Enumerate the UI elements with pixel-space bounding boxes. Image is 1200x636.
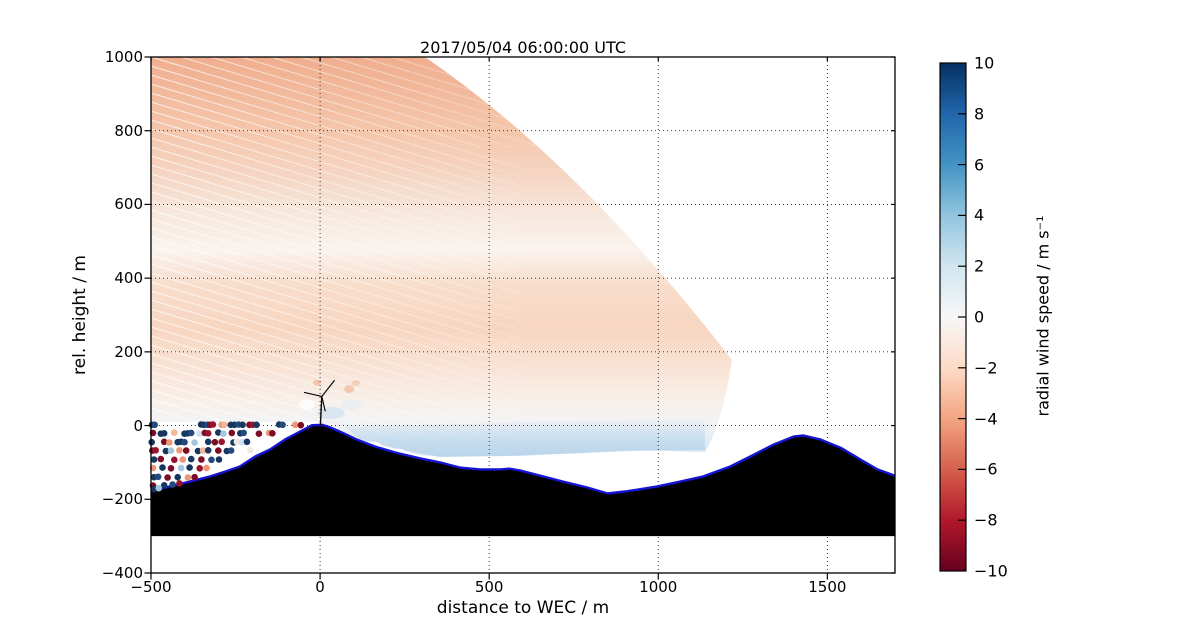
x-tick-label: 1500 [808, 578, 847, 596]
wind-turbine [303, 380, 335, 426]
y-tick-label: 600 [114, 195, 143, 214]
colorbar-tick-label: 4 [974, 205, 985, 225]
scatter-dots [148, 421, 305, 493]
x-tick-label: 0 [315, 578, 325, 596]
colorbar-tick-label: 0 [974, 307, 985, 327]
y-tick-label: −400 [101, 564, 143, 582]
x-tick-label: 1000 [639, 578, 678, 596]
y-tick-label: 200 [114, 342, 143, 361]
colorbar-tick-label: 8 [974, 104, 985, 124]
y-tick-label: 1000 [104, 48, 143, 66]
plot-title: 2017/05/04 06:00:00 UTC [420, 38, 626, 57]
y-tick-label: 800 [114, 121, 143, 140]
axes-frame [150, 56, 896, 574]
scan-sector [151, 57, 732, 457]
y-tick-label: 400 [114, 269, 143, 288]
near-turbine-blobs [298, 379, 362, 420]
x-axis-label: distance to WEC / m [436, 598, 610, 618]
axis-ticks [144, 56, 895, 580]
x-tick-label: 500 [474, 578, 504, 596]
blue-band [345, 417, 705, 457]
terrain-silhouette [151, 424, 895, 537]
colorbar-tick-label: −6 [974, 459, 998, 479]
colorbar-tick-label: 2 [974, 256, 985, 276]
y-tick-label: −200 [101, 490, 143, 509]
colorbar-tick-label: −4 [974, 409, 998, 429]
colorbar-ticks [958, 113, 966, 521]
colorbar-tick-label: 6 [974, 155, 985, 175]
colorbar-tick-label: −8 [974, 510, 998, 530]
y-tick-label: 0 [133, 416, 143, 435]
colorbar-tick-label: 10 [974, 53, 995, 73]
x-tick-label: −500 [130, 578, 172, 596]
colorbar-tick-label: −2 [974, 358, 998, 378]
colorbar-tick-label: −10 [974, 561, 1008, 581]
terrain-outline [150, 423, 896, 495]
